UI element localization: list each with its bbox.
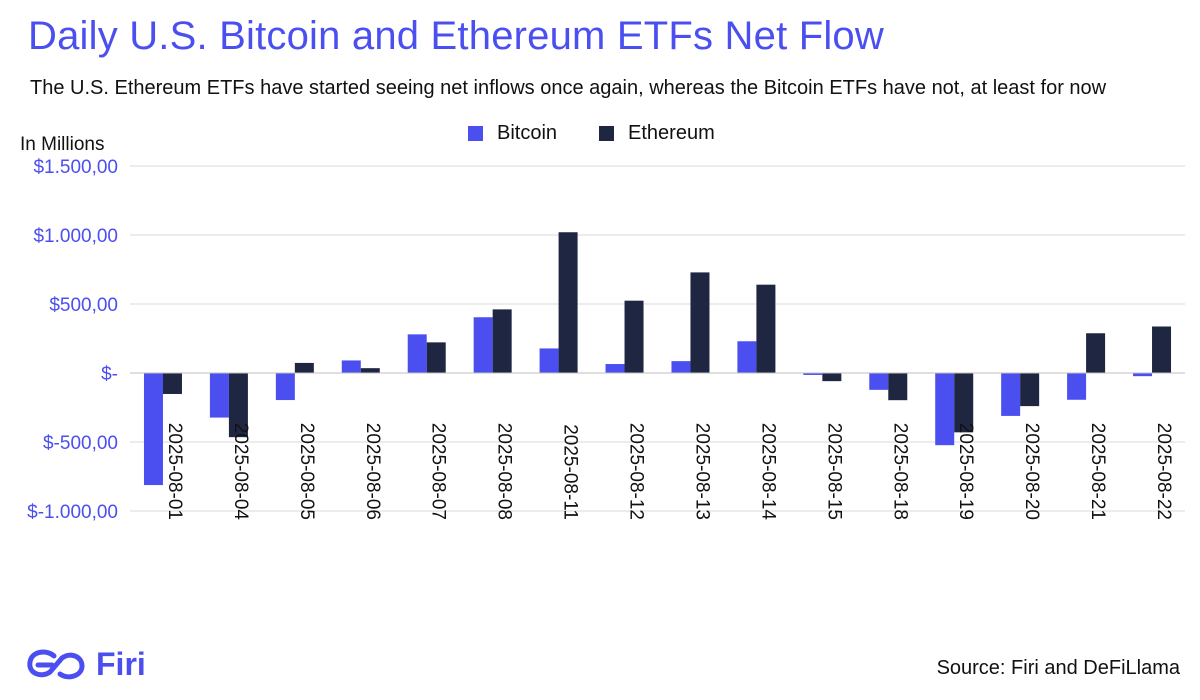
bar-ethereum (558, 232, 578, 373)
y-tick-label: $- (101, 364, 118, 385)
x-tick-label: 2025-08-01 (164, 423, 185, 520)
bar-ethereum (360, 368, 380, 373)
x-tick-label: 2025-08-13 (691, 423, 712, 520)
bar-ethereum (822, 373, 842, 382)
bar-ethereum (1020, 373, 1040, 407)
bar-ethereum (954, 373, 974, 433)
bar-ethereum (162, 373, 182, 394)
x-tick-label: 2025-08-07 (428, 423, 449, 520)
bar-ethereum (294, 362, 314, 373)
x-tick-label: 2025-08-22 (1153, 423, 1174, 520)
bar-bitcoin (737, 341, 757, 373)
y-tick-label: $-1.000,00 (27, 502, 118, 523)
bar-bitcoin (143, 373, 163, 486)
x-tick-label: 2025-08-18 (889, 423, 910, 520)
chart-legend: Bitcoin Ethereum (468, 122, 715, 145)
bar-ethereum (228, 373, 248, 438)
bar-bitcoin (473, 317, 493, 373)
bar-bitcoin (935, 373, 955, 446)
bar-bitcoin (407, 334, 427, 373)
bar-ethereum (690, 272, 710, 373)
x-tick-label: 2025-08-20 (1021, 423, 1042, 520)
bar-bitcoin (539, 348, 559, 373)
x-tick-label: 2025-08-14 (757, 423, 778, 521)
firi-logo: Firi (24, 646, 146, 683)
bar-ethereum (624, 300, 644, 373)
x-tick-label: 2025-08-15 (823, 423, 844, 520)
bar-ethereum (1086, 333, 1106, 373)
bar-ethereum (756, 284, 776, 373)
bar-ethereum (888, 373, 908, 401)
bar-ethereum (492, 309, 512, 373)
bar-bitcoin (605, 364, 625, 373)
bar-bitcoin (671, 361, 691, 373)
x-tick-label: 2025-08-12 (626, 423, 647, 520)
x-tick-label: 2025-08-21 (1087, 423, 1108, 520)
chart-title: Daily U.S. Bitcoin and Ethereum ETFs Net… (28, 14, 884, 58)
y-tick-label: $-500,00 (43, 433, 118, 454)
legend-label-bitcoin: Bitcoin (497, 122, 558, 144)
y-tick-label: $1.000,00 (33, 226, 118, 247)
source-note: Source: Firi and DeFiLlama (936, 657, 1180, 679)
bar-ethereum (426, 342, 446, 373)
y-axis-unit-label: In Millions (20, 134, 105, 155)
bar-bitcoin (803, 373, 823, 375)
firi-logo-text: Firi (96, 646, 146, 682)
firi-logo-icon (27, 649, 85, 679)
x-tick-label: 2025-08-11 (560, 424, 581, 520)
legend-item-ethereum: Ethereum (599, 122, 715, 145)
bar-bitcoin (209, 373, 229, 418)
y-tick-label: $1.500,00 (33, 157, 118, 178)
bar-bitcoin (869, 373, 889, 390)
chart-subtitle: The U.S. Ethereum ETFs have started seei… (30, 77, 1107, 99)
x-tick-label: 2025-08-08 (494, 423, 515, 520)
legend-swatch-bitcoin (468, 126, 483, 141)
bar-bitcoin (1133, 373, 1153, 377)
y-tick-label: $500,00 (49, 295, 118, 316)
x-tick-label: 2025-08-05 (296, 423, 317, 520)
legend-item-bitcoin: Bitcoin (468, 122, 557, 145)
x-tick-label: 2025-08-19 (955, 423, 976, 520)
bar-bitcoin (1001, 373, 1021, 416)
legend-swatch-ethereum (599, 126, 615, 141)
x-tick-label: 2025-08-06 (362, 423, 383, 520)
legend-label-ethereum: Ethereum (628, 122, 715, 144)
bar-bitcoin (341, 360, 361, 373)
bar-bitcoin (1067, 373, 1087, 400)
bar-bitcoin (275, 373, 295, 401)
bar-ethereum (1152, 326, 1172, 373)
x-tick-label: 2025-08-04 (230, 423, 251, 521)
